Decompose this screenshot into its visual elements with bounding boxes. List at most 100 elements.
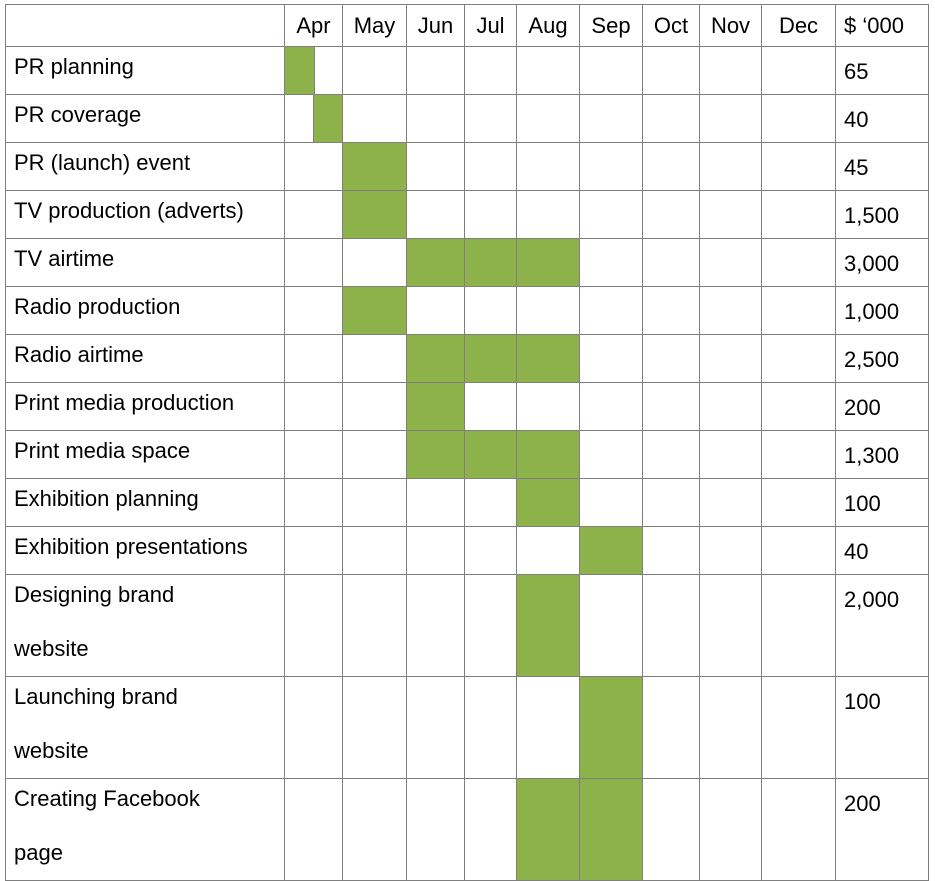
month-cell [579, 382, 643, 431]
month-cell [464, 676, 517, 779]
month-cell [464, 94, 517, 143]
cost-cell: 1,300 [835, 430, 929, 479]
month-cell [699, 382, 762, 431]
cost-cell: 100 [835, 478, 929, 527]
month-cell [406, 574, 465, 677]
month-cell [699, 286, 762, 335]
month-cell [342, 238, 407, 287]
month-cell [761, 46, 836, 95]
month-cell [642, 778, 700, 881]
month-cell [699, 142, 762, 191]
month-cell [342, 382, 407, 431]
task-cell: Radio airtime [5, 334, 285, 383]
table-row: Exhibition planning 100 [5, 478, 929, 527]
month-cell [406, 94, 465, 143]
month-cell [284, 778, 343, 881]
month-cell [406, 478, 465, 527]
table-row: Radio production 1,000 [5, 286, 929, 335]
schedule-bar [342, 190, 407, 239]
cost-cell: 100 [835, 676, 929, 779]
month-cell [579, 478, 643, 527]
schedule-bar [516, 430, 580, 479]
month-cell [464, 478, 517, 527]
month-cell [406, 676, 465, 779]
month-cell [642, 238, 700, 287]
month-cell [284, 526, 343, 575]
month-cell [642, 142, 700, 191]
cost-cell: 40 [835, 526, 929, 575]
cost-cell: 200 [835, 778, 929, 881]
month-cell [406, 190, 465, 239]
task-cell: TV production (adverts) [5, 190, 285, 239]
month-cell [464, 574, 517, 677]
month-cell [579, 238, 643, 287]
month-cell [406, 142, 465, 191]
month-cell [642, 190, 700, 239]
month-cell [516, 286, 580, 335]
month-cell [342, 676, 407, 779]
task-cell: Radio production [5, 286, 285, 335]
month-cell [761, 238, 836, 287]
month-cell [761, 478, 836, 527]
schedule-bar [516, 478, 580, 527]
month-cell [699, 778, 762, 881]
month-cell [516, 94, 580, 143]
month-cell [579, 190, 643, 239]
month-cell [406, 778, 465, 881]
task-label: PR planning [14, 54, 134, 79]
month-cell [642, 574, 700, 677]
cost-cell: 200 [835, 382, 929, 431]
cost-cell: 1,500 [835, 190, 929, 239]
schedule-bar [516, 238, 580, 287]
task-label: Launching brand website [14, 684, 178, 763]
cost-cell: 45 [835, 142, 929, 191]
month-cell [464, 526, 517, 575]
month-cell [342, 430, 407, 479]
cost-cell: 1,000 [835, 286, 929, 335]
schedule-bar [464, 334, 517, 383]
month-cell [642, 430, 700, 479]
month-cell [342, 478, 407, 527]
month-cell [699, 46, 762, 95]
month-cell [642, 382, 700, 431]
task-label: PR coverage [14, 102, 142, 127]
table-row: TV production (adverts) 1,500 [5, 190, 929, 239]
month-cell [516, 526, 580, 575]
month-header-may: May [342, 4, 407, 47]
schedule-bar [516, 574, 580, 677]
schedule-bar [516, 778, 580, 881]
task-label: PR (launch) event [14, 150, 191, 175]
task-cell: Designing brand website [5, 574, 285, 677]
schedule-bar [516, 334, 580, 383]
month-cell [284, 478, 343, 527]
month-cell [284, 286, 343, 335]
month-cell [406, 286, 465, 335]
month-cell [284, 238, 343, 287]
month-cell [284, 142, 343, 191]
month-cell [699, 574, 762, 677]
month-cell [642, 286, 700, 335]
month-cell [284, 46, 343, 95]
month-cell [464, 46, 517, 95]
gantt-table: Apr May Jun Jul Aug Sep Oct Nov Dec $ ‘000 PR pla… [5, 4, 929, 881]
task-label: Exhibition planning [14, 486, 199, 511]
task-cell: TV airtime [5, 238, 285, 287]
month-cell [579, 430, 643, 479]
month-cell [761, 190, 836, 239]
month-cell [761, 142, 836, 191]
task-cell: Launching brand website [5, 676, 285, 779]
task-cell: PR planning [5, 46, 285, 95]
month-header-nov: Nov [699, 4, 762, 47]
task-label: Print media space [14, 438, 191, 463]
month-cell [761, 526, 836, 575]
task-cell: Print media space [5, 430, 285, 479]
month-cell [579, 334, 643, 383]
month-cell [761, 382, 836, 431]
month-cell [516, 676, 580, 779]
schedule-bar [312, 95, 342, 142]
task-label: Print media production [14, 390, 235, 415]
month-cell [579, 286, 643, 335]
month-cell [699, 238, 762, 287]
schedule-bar [579, 778, 643, 881]
schedule-bar [406, 430, 465, 479]
